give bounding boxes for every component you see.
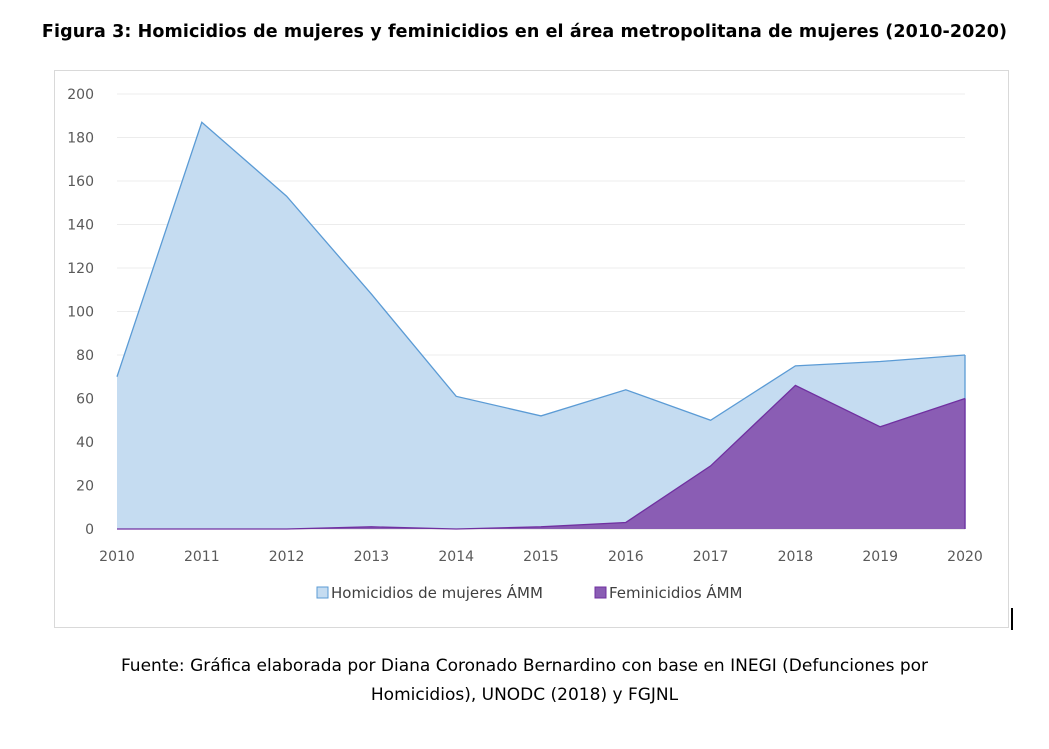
area-feminicidios bbox=[117, 385, 965, 529]
area-feminicidios-line bbox=[117, 384, 966, 530]
y-tick-label-0: 0 bbox=[85, 522, 94, 538]
x-tick-label-2019: 2019 bbox=[862, 549, 898, 565]
legend-homicidios-swatch bbox=[316, 586, 329, 599]
y-tick-label-180: 180 bbox=[67, 131, 94, 147]
x-tick-label-2011: 2011 bbox=[184, 549, 220, 565]
chart-svg: 0 20 40 60 80 100 120 140 160 180 200 2010 2011 2012… bbox=[67, 87, 983, 602]
y-tick-label-40: 40 bbox=[76, 435, 94, 451]
legend-feminicidios-label: Feminicidios ÁMM bbox=[609, 583, 743, 602]
y-tick-label-60: 60 bbox=[76, 392, 94, 408]
y-tick-label-140: 140 bbox=[67, 218, 94, 234]
x-tick-label-2013: 2013 bbox=[354, 549, 390, 565]
legend: Homicidios de mujeres ÁMM Feminicidios ÁM… bbox=[316, 583, 743, 602]
x-tick-label-2014: 2014 bbox=[438, 549, 474, 565]
y-axis-ticks: 0 20 40 60 80 100 120 140 160 180 200 bbox=[67, 87, 94, 538]
series-areas bbox=[116, 121, 966, 530]
y-tick-label-200: 200 bbox=[67, 87, 94, 103]
x-tick-label-2016: 2016 bbox=[608, 549, 644, 565]
y-tick-label-160: 160 bbox=[67, 174, 94, 190]
x-tick-label-2017: 2017 bbox=[693, 549, 729, 565]
figure-title: Figura 3: Homicidios de mujeres y femini… bbox=[41, 22, 1008, 42]
x-tick-label-2015: 2015 bbox=[523, 549, 559, 565]
source-note-line-1: Fuente: Gráfica elaborada por Diana Coro… bbox=[120, 656, 929, 676]
y-tick-label-120: 120 bbox=[67, 261, 94, 277]
y-tick-label-20: 20 bbox=[76, 479, 94, 495]
y-tick-label-80: 80 bbox=[76, 348, 94, 364]
x-tick-label-2010: 2010 bbox=[99, 549, 135, 565]
x-tick-label-2012: 2012 bbox=[269, 549, 305, 565]
x-tick-label-2018: 2018 bbox=[778, 549, 814, 565]
x-axis-ticks: 2010 2011 2012 2013 2014 2015 2016 2017 2018 2019… bbox=[99, 549, 983, 565]
legend-feminicidios-swatch bbox=[594, 586, 607, 599]
area-homicidios-line bbox=[116, 121, 966, 421]
source-note: Fuente: Gráfica elaborada por Diana Coro… bbox=[40, 652, 1009, 710]
legend-homicidios-label: Homicidios de mujeres ÁMM bbox=[331, 583, 543, 602]
text-cursor bbox=[1011, 608, 1013, 630]
x-tick-label-2020: 2020 bbox=[947, 549, 983, 565]
y-tick-label-100: 100 bbox=[67, 305, 94, 321]
source-note-line-2: Homicidios), UNODC (2018) y FGJNL bbox=[370, 685, 679, 705]
chart-area: 0 20 40 60 80 100 120 140 160 180 200 2010 2011 2012… bbox=[54, 70, 1009, 628]
